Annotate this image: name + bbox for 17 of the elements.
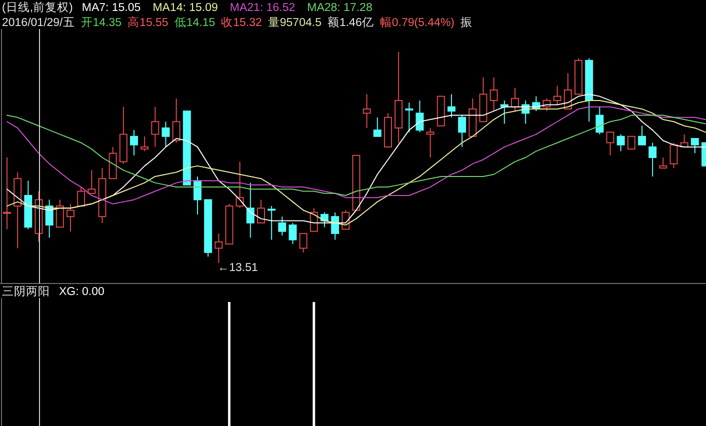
annotation: 高15.55	[128, 17, 168, 29]
series-name: MA7: 15.05	[82, 2, 141, 14]
series-name: MA21: 16.52	[230, 2, 296, 14]
annotation: ←13.51	[218, 262, 258, 274]
annotation: 2016/01/29/五	[2, 17, 75, 29]
title: 三阴两阳	[2, 286, 50, 298]
annotation: 低14.15	[174, 17, 216, 29]
series-name: XG: 0.00	[59, 286, 104, 298]
annotation: 量95704.5	[268, 17, 322, 29]
annotation: 幅0.79(5.44%)	[380, 17, 455, 29]
annotation: 振	[460, 17, 473, 29]
annotation: 收15.32	[221, 17, 262, 29]
annotation: 开14.35	[80, 17, 122, 29]
series-name: MA28: 17.28	[307, 2, 372, 14]
annotation: 额1.46亿	[327, 17, 374, 29]
series-name: MA14: 15.09	[152, 2, 218, 14]
title: (日线,前复权)	[2, 2, 73, 14]
